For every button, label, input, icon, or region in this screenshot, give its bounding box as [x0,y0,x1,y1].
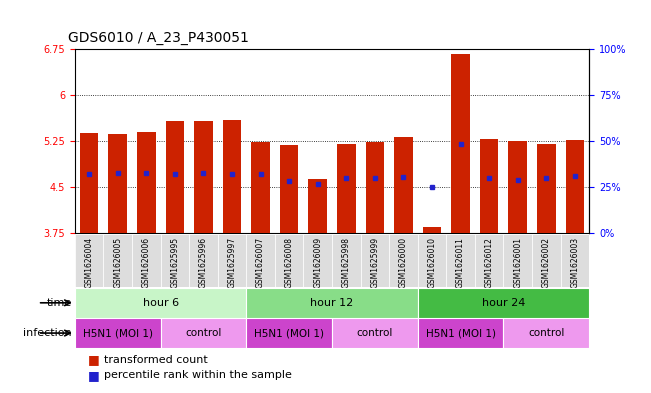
Bar [561,234,589,287]
Bar [246,288,418,318]
Bar [75,318,161,348]
Text: ■: ■ [88,369,104,382]
Text: GSM1626010: GSM1626010 [428,237,437,288]
Bar [503,234,532,287]
Text: infection: infection [23,328,72,338]
Text: GSM1626002: GSM1626002 [542,237,551,288]
Bar [337,143,355,233]
Bar [217,234,246,287]
Text: control: control [528,328,564,338]
Text: GSM1626004: GSM1626004 [85,237,94,288]
Bar [422,227,441,233]
Bar [532,234,561,287]
Bar [418,318,503,348]
Bar [418,288,589,318]
Bar [251,142,270,233]
Bar [104,234,132,287]
Bar [161,234,189,287]
Bar [275,234,303,287]
Text: time: time [46,298,72,308]
Text: GSM1626003: GSM1626003 [570,237,579,288]
Text: ■: ■ [88,353,104,366]
Text: hour 12: hour 12 [311,298,353,308]
Text: GSM1626009: GSM1626009 [313,237,322,288]
Text: GSM1626011: GSM1626011 [456,237,465,288]
Text: H5N1 (MOI 1): H5N1 (MOI 1) [426,328,495,338]
Bar [394,137,413,233]
Text: GSM1625997: GSM1625997 [227,237,236,288]
Text: GSM1626001: GSM1626001 [513,237,522,288]
Bar [566,140,584,233]
Bar [451,54,470,233]
Text: GSM1626006: GSM1626006 [142,237,151,288]
Bar [189,234,217,287]
Bar [332,318,418,348]
Bar [80,133,98,233]
Text: GSM1626000: GSM1626000 [399,237,408,288]
Text: H5N1 (MOI 1): H5N1 (MOI 1) [83,328,153,338]
Bar [246,234,275,287]
Text: hour 24: hour 24 [482,298,525,308]
Bar [366,142,384,233]
Bar [475,234,503,287]
Text: GSM1625995: GSM1625995 [171,237,180,288]
Text: transformed count: transformed count [104,354,208,365]
Bar [418,234,447,287]
Text: H5N1 (MOI 1): H5N1 (MOI 1) [254,328,324,338]
Bar [447,234,475,287]
Text: GDS6010 / A_23_P430051: GDS6010 / A_23_P430051 [68,31,249,45]
Text: GSM1626008: GSM1626008 [284,237,294,288]
Text: GSM1625998: GSM1625998 [342,237,351,288]
Bar [503,318,589,348]
Text: control: control [186,328,221,338]
Bar [109,134,127,233]
Text: GSM1626005: GSM1626005 [113,237,122,288]
Bar [537,144,555,233]
Bar [303,234,332,287]
Bar [132,234,161,287]
Bar [246,318,332,348]
Bar [280,145,298,233]
Text: hour 6: hour 6 [143,298,178,308]
Bar [361,234,389,287]
Text: GSM1625999: GSM1625999 [370,237,380,288]
Bar [75,288,246,318]
Bar [508,141,527,233]
Text: GSM1626012: GSM1626012 [484,237,493,288]
Bar [165,121,184,233]
Bar [75,234,104,287]
Bar [480,139,499,233]
Text: control: control [357,328,393,338]
Text: GSM1625996: GSM1625996 [199,237,208,288]
Bar [389,234,418,287]
Text: GSM1626007: GSM1626007 [256,237,265,288]
Bar [223,120,242,233]
Bar [194,121,213,233]
Bar [332,234,361,287]
Bar [309,179,327,233]
Bar [161,318,246,348]
Text: percentile rank within the sample: percentile rank within the sample [104,370,292,380]
Bar [137,132,156,233]
